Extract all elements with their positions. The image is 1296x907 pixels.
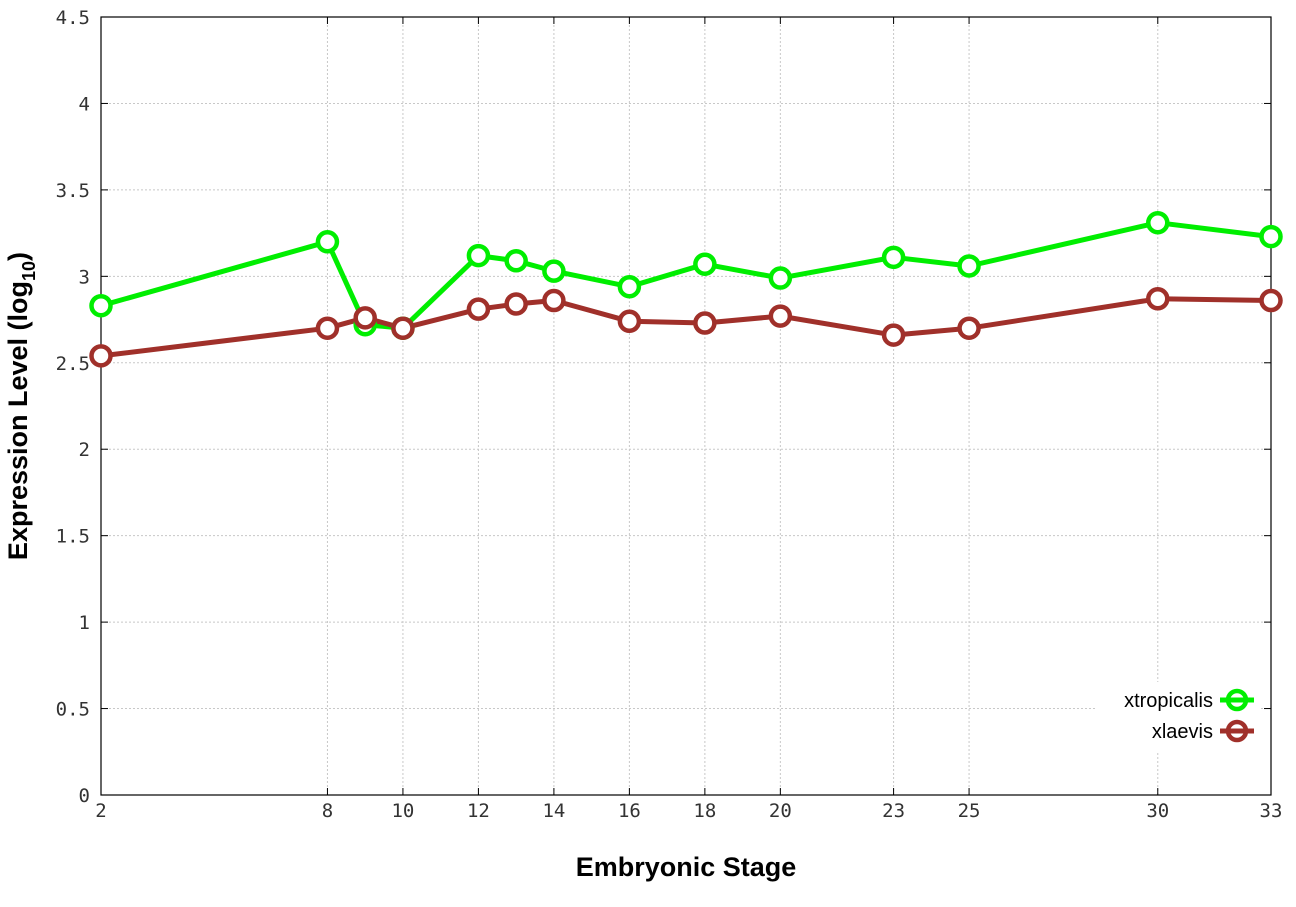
legend-marker-xlaevis (1225, 719, 1249, 743)
data-point-xtropicalis (466, 243, 491, 268)
data-point-xlaevis (1146, 287, 1170, 311)
data-point-xlaevis (881, 323, 906, 347)
data-point-xlaevis (617, 309, 642, 334)
data-point-xtropicalis (542, 259, 566, 283)
x-tick-label: 14 (542, 800, 565, 822)
x-tick-label: 12 (467, 800, 490, 822)
data-point-xlaevis (1259, 288, 1283, 313)
y-axis-title-close: ) (3, 252, 33, 261)
y-axis-title-main: Expression Level (log (3, 281, 33, 560)
y-tick-label: 4.5 (56, 7, 90, 29)
data-point-xtropicalis (957, 254, 981, 278)
x-tick-label: 33 (1260, 800, 1283, 822)
series-line-xtropicalis (100, 220, 1272, 331)
series (89, 210, 1283, 368)
x-tick-label: 23 (882, 800, 905, 822)
y-tick-label: 3 (79, 266, 90, 288)
data-point-xtropicalis (89, 293, 113, 318)
data-point-xlaevis (466, 297, 491, 321)
data-point-xtropicalis (693, 252, 717, 276)
ticks: 2 8 10 12 14 16 18 20 23 25 30 33 0 0.5 1 1.5 2 2.5 3 3.5 4 4… (56, 7, 1283, 822)
y-tick-label: 2.5 (56, 353, 90, 375)
plot-frame (100, 16, 1272, 796)
x-axis-title: Embryonic Stage (576, 852, 797, 882)
data-point-xlaevis (542, 288, 566, 313)
data-point-xtropicalis (1146, 210, 1170, 235)
data-point-xtropicalis (617, 274, 642, 299)
data-point-xlaevis (957, 316, 981, 340)
data-point-xlaevis (391, 316, 415, 340)
x-tick-label: 2 (95, 800, 106, 822)
legend-label-xlaevis: xlaevis (1152, 721, 1213, 743)
series-line-xlaevis (100, 296, 1272, 359)
y-axis-title-subscript: 10 (19, 261, 39, 281)
y-tick-label: 0.5 (56, 699, 90, 721)
data-point-xlaevis (768, 304, 793, 328)
data-point-xtropicalis (315, 230, 340, 254)
data-point-xlaevis (353, 306, 377, 330)
data-point-xtropicalis (881, 245, 906, 270)
legend: xtropicalis xlaevis (1095, 682, 1260, 752)
x-tick-label: 18 (693, 800, 716, 822)
x-tick-label: 20 (769, 800, 792, 822)
y-tick-label: 0 (79, 785, 90, 807)
y-tick-label: 2 (79, 439, 90, 461)
data-point-xlaevis (693, 311, 717, 335)
y-tick-label: 1.5 (56, 526, 90, 548)
legend-marker-xtropicalis (1225, 688, 1249, 712)
data-point-xlaevis (89, 344, 113, 368)
data-point-xlaevis (315, 316, 340, 340)
y-tick-label: 3.5 (56, 180, 90, 202)
legend-label-xtropicalis: xtropicalis (1124, 690, 1213, 712)
x-tick-label: 10 (391, 800, 414, 822)
x-tick-label: 30 (1146, 800, 1169, 822)
data-point-xtropicalis (1259, 224, 1283, 249)
data-point-xlaevis (504, 292, 528, 316)
x-tick-label: 25 (958, 800, 981, 822)
y-tick-label: 1 (79, 612, 90, 634)
data-point-xtropicalis (504, 249, 528, 273)
grid (101, 17, 1271, 795)
y-axis-title: Expression Level (log10) (3, 252, 39, 560)
x-tick-label: 8 (322, 800, 333, 822)
y-tick-label: 4 (79, 93, 90, 115)
data-point-xtropicalis (768, 266, 793, 290)
x-tick-label: 16 (618, 800, 641, 822)
